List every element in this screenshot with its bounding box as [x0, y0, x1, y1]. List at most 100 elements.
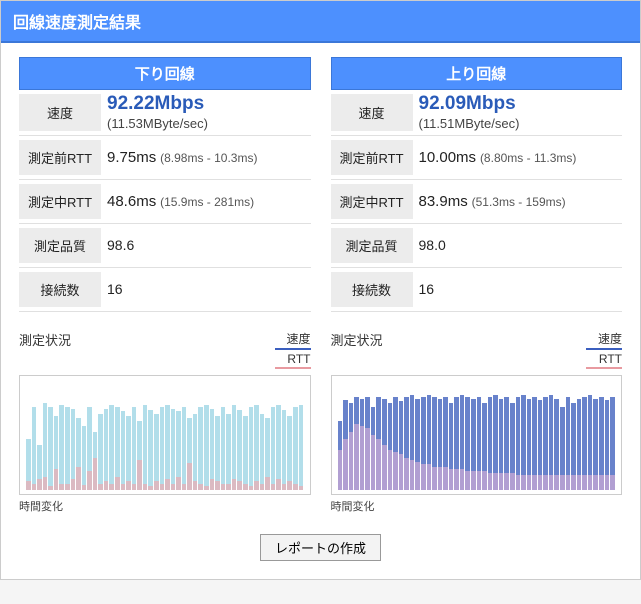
chart-bar — [571, 384, 576, 490]
down-chart-block: 測定状況 速度 RTT 時間変化 — [19, 330, 311, 514]
down-speed-row: 速度 92.22Mbps (11.53MByte/sec) — [19, 90, 311, 136]
chart-bar — [477, 384, 482, 490]
chart-bar — [237, 384, 242, 490]
chart-bar — [382, 384, 387, 490]
content-area: 下り回線 速度 92.22Mbps (11.53MByte/sec) 測定前RT… — [1, 43, 640, 579]
up-rtt-before-label: 測定前RTT — [331, 140, 413, 175]
chart-bar — [193, 384, 198, 490]
chart-bar — [137, 384, 142, 490]
chart-bar — [432, 384, 437, 490]
uplink-title: 上り回線 — [331, 57, 623, 90]
chart-bar — [415, 384, 420, 490]
chart-bar — [37, 384, 42, 490]
down-conn-row: 接続数 16 — [19, 268, 311, 312]
chart-bar — [427, 384, 432, 490]
down-speed-sub: (11.53MByte/sec) — [107, 116, 208, 131]
up-speed-row: 速度 92.09Mbps (11.51MByte/sec) — [331, 90, 623, 136]
chart-bar — [421, 384, 426, 490]
rtt-legend-bar — [586, 367, 622, 369]
chart-bar — [504, 384, 509, 490]
up-chart-block: 測定状況 速度 RTT 時間変化 — [331, 330, 623, 514]
chart-bar — [98, 384, 103, 490]
down-rtt-before-value: 9.75ms (8.98ms - 10.3ms) — [101, 149, 311, 166]
chart-bar — [243, 384, 248, 490]
up-quality-label: 測定品質 — [331, 228, 413, 263]
up-rtt-during-value: 83.9ms (51.3ms - 159ms) — [413, 193, 623, 210]
chart-bar — [593, 384, 598, 490]
chart-bar — [232, 384, 237, 490]
chart-bar — [371, 384, 376, 490]
chart-bar — [554, 384, 559, 490]
up-rtt-during-label: 測定中RTT — [331, 184, 413, 219]
down-rtt-during-row: 測定中RTT 48.6ms (15.9ms - 281ms) — [19, 180, 311, 224]
chart-bar — [349, 384, 354, 490]
footer: レポートの作成 — [19, 534, 622, 561]
chart-bar — [226, 384, 231, 490]
down-speed-label: 速度 — [19, 94, 101, 131]
down-rtt-before-row: 測定前RTT 9.75ms (8.98ms - 10.3ms) — [19, 136, 311, 180]
chart-bar — [538, 384, 543, 490]
up-rtt-during-row: 測定中RTT 83.9ms (51.3ms - 159ms) — [331, 180, 623, 224]
uplink-panel: 上り回線 速度 92.09Mbps (11.51MByte/sec) 測定前RT… — [331, 57, 623, 514]
chart-bar — [287, 384, 292, 490]
up-legend-speed: 速度 — [586, 330, 622, 350]
chart-bar — [48, 384, 53, 490]
chart-bar — [493, 384, 498, 490]
chart-bar — [87, 384, 92, 490]
chart-bar — [32, 384, 37, 490]
chart-bar — [388, 384, 393, 490]
down-rtt-before-label: 測定前RTT — [19, 140, 101, 175]
chart-bar — [438, 384, 443, 490]
chart-bar — [499, 384, 504, 490]
up-conn-row: 接続数 16 — [331, 268, 623, 312]
down-legend: 速度 RTT — [275, 330, 311, 371]
chart-bar — [543, 384, 548, 490]
down-rtt-during-label: 測定中RTT — [19, 184, 101, 219]
chart-bar — [599, 384, 604, 490]
up-rtt-before-row: 測定前RTT 10.00ms (8.80ms - 11.3ms) — [331, 136, 623, 180]
chart-bar — [299, 384, 304, 490]
down-chart-title: 測定状況 — [19, 330, 71, 349]
up-legend-rtt: RTT — [586, 352, 622, 369]
speed-legend-bar — [586, 348, 622, 350]
chart-bar — [393, 384, 398, 490]
chart-bar — [171, 384, 176, 490]
down-chart-head: 測定状況 速度 RTT — [19, 330, 311, 371]
create-report-button[interactable]: レポートの作成 — [260, 534, 381, 561]
chart-bar — [276, 384, 281, 490]
chart-bar — [410, 384, 415, 490]
up-quality-row: 測定品質 98.0 — [331, 224, 623, 268]
up-xaxis: 時間変化 — [331, 498, 623, 514]
chart-bar — [271, 384, 276, 490]
chart-bar — [549, 384, 554, 490]
chart-bar — [365, 384, 370, 490]
chart-bar — [215, 384, 220, 490]
chart-bar — [109, 384, 114, 490]
chart-bar — [254, 384, 259, 490]
up-speed-label: 速度 — [331, 94, 413, 131]
chart-bar — [610, 384, 615, 490]
chart-bar — [82, 384, 87, 490]
chart-bar — [460, 384, 465, 490]
chart-bar — [521, 384, 526, 490]
chart-bar — [482, 384, 487, 490]
down-legend-rtt: RTT — [275, 352, 311, 369]
chart-bar — [160, 384, 165, 490]
downlink-title: 下り回線 — [19, 57, 311, 90]
results-window: 回線速度測定結果 下り回線 速度 92.22Mbps (11.53MByte/s… — [0, 0, 641, 580]
chart-bar — [154, 384, 159, 490]
down-chart — [19, 375, 311, 495]
up-speed-sub: (11.51MByte/sec) — [419, 116, 520, 131]
chart-bar — [65, 384, 70, 490]
down-quality-label: 測定品質 — [19, 228, 101, 263]
chart-bar — [115, 384, 120, 490]
chart-bar — [143, 384, 148, 490]
down-speed-main: 92.22Mbps — [107, 94, 311, 115]
chart-bar — [59, 384, 64, 490]
chart-bar — [260, 384, 265, 490]
down-conn-value: 16 — [101, 281, 311, 297]
chart-bar — [454, 384, 459, 490]
chart-bar — [338, 384, 343, 490]
chart-bar — [465, 384, 470, 490]
chart-bar — [399, 384, 404, 490]
